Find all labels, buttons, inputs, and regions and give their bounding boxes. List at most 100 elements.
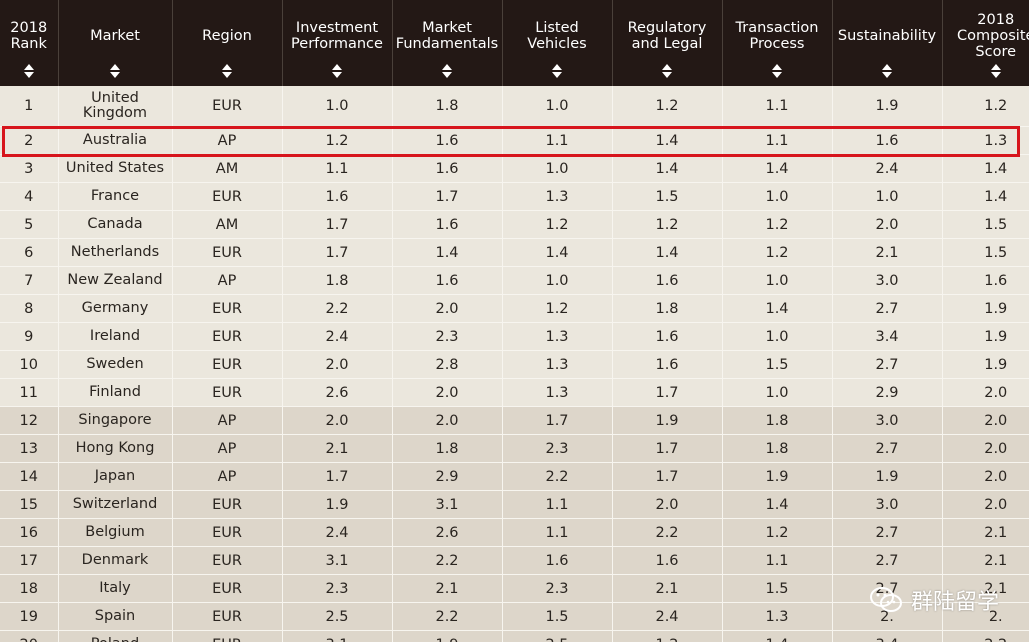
sort-icon[interactable] <box>662 64 672 78</box>
cell-composite-score: 2.1 <box>942 546 1029 575</box>
cell-market: Canada <box>58 210 173 239</box>
cell-rank: 3 <box>0 154 59 183</box>
sort-icon[interactable] <box>332 64 342 78</box>
cell-rank: 12 <box>0 406 59 435</box>
table-row: 17 Denmark EUR 3.1 2.2 1.6 1.6 1.1 2.7 2.1 <box>0 546 1029 575</box>
header-row: 2018 Rank Market Region Investment Performa… <box>0 0 1029 86</box>
cell-composite-score: 1.9 <box>942 322 1029 351</box>
cell-sustainability: 3.4 <box>832 630 943 642</box>
cell-sustainability: 2.4 <box>832 154 943 183</box>
cell-rank: 6 <box>0 238 59 267</box>
table-row: 6 Netherlands EUR 1.7 1.4 1.4 1.4 1.2 2.1 1.5 <box>0 238 1029 267</box>
cell-transaction-process: 1.1 <box>722 546 833 575</box>
cell-market-fundamentals: 2.0 <box>392 406 503 435</box>
cell-rank: 13 <box>0 434 59 463</box>
cell-investment-performance: 3.1 <box>282 630 393 642</box>
cell-market-fundamentals: 1.6 <box>392 126 503 155</box>
cell-region: EUR <box>172 322 283 351</box>
column-header-composite-score[interactable]: 2018 Composite Score <box>942 0 1029 86</box>
column-header-sustainability[interactable]: Sustainability <box>832 0 943 86</box>
cell-region: AM <box>172 154 283 183</box>
cell-region: EUR <box>172 182 283 211</box>
cell-listed-vehicles: 2.3 <box>502 574 613 603</box>
cell-composite-score: 1.3 <box>942 126 1029 155</box>
column-header-region[interactable]: Region <box>172 0 283 86</box>
cell-sustainability: 2.0 <box>832 210 943 239</box>
cell-listed-vehicles: 2.5 <box>502 630 613 642</box>
cell-region: AP <box>172 462 283 491</box>
cell-transaction-process: 1.4 <box>722 154 833 183</box>
table-row: 10 Sweden EUR 2.0 2.8 1.3 1.6 1.5 2.7 1.9 <box>0 350 1029 379</box>
cell-composite-score: 2.0 <box>942 378 1029 407</box>
cell-regulatory-and-legal: 2.2 <box>612 518 723 547</box>
cell-regulatory-and-legal: 1.7 <box>612 462 723 491</box>
cell-regulatory-and-legal: 1.2 <box>612 210 723 239</box>
column-header-transaction-process[interactable]: Transaction Process <box>722 0 833 86</box>
cell-sustainability: 3.4 <box>832 322 943 351</box>
cell-region: AP <box>172 434 283 463</box>
column-header-label: Listed Vehicles <box>527 20 587 52</box>
cell-market-fundamentals: 1.6 <box>392 154 503 183</box>
cell-sustainability: 3.0 <box>832 406 943 435</box>
cell-market: Belgium <box>58 518 173 547</box>
cell-market: Netherlands <box>58 238 173 267</box>
table-row: 15 Switzerland EUR 1.9 3.1 1.1 2.0 1.4 3.0 2.0 <box>0 490 1029 519</box>
cell-regulatory-and-legal: 1.9 <box>612 406 723 435</box>
cell-market: Germany <box>58 294 173 323</box>
cell-investment-performance: 3.1 <box>282 546 393 575</box>
column-header-label: Market <box>90 28 140 44</box>
cell-composite-score: 2.2 <box>942 630 1029 642</box>
cell-rank: 4 <box>0 182 59 211</box>
cell-listed-vehicles: 2.2 <box>502 462 613 491</box>
sort-icon[interactable] <box>23 64 34 78</box>
column-header-listed-vehicles[interactable]: Listed Vehicles <box>502 0 613 86</box>
cell-listed-vehicles: 1.7 <box>502 406 613 435</box>
cell-composite-score: 2.0 <box>942 406 1029 435</box>
cell-transaction-process: 1.5 <box>722 574 833 603</box>
sort-icon[interactable] <box>222 64 232 78</box>
cell-rank: 15 <box>0 490 59 519</box>
cell-composite-score: 1.4 <box>942 154 1029 183</box>
table-row: 11 Finland EUR 2.6 2.0 1.3 1.7 1.0 2.9 2.0 <box>0 378 1029 407</box>
cell-market-fundamentals: 1.8 <box>392 86 503 127</box>
column-header-label: Regulatory and Legal <box>627 20 707 52</box>
sort-icon[interactable] <box>772 64 782 78</box>
column-header-regulatory-and-legal[interactable]: Regulatory and Legal <box>612 0 723 86</box>
cell-listed-vehicles: 1.5 <box>502 602 613 631</box>
cell-rank: 8 <box>0 294 59 323</box>
cell-regulatory-and-legal: 2.4 <box>612 602 723 631</box>
cell-market-fundamentals: 1.6 <box>392 266 503 295</box>
table-row: 20PolandEUR3.11.92.51.21.43.42.2 <box>0 630 1029 642</box>
cell-market: Singapore <box>58 406 173 435</box>
sort-icon[interactable] <box>110 64 120 78</box>
column-header-investment-performance[interactable]: Investment Performance <box>282 0 393 86</box>
cell-transaction-process: 1.1 <box>722 86 833 127</box>
cell-composite-score: 1.9 <box>942 294 1029 323</box>
cell-market-fundamentals: 1.7 <box>392 182 503 211</box>
sort-icon[interactable] <box>442 64 452 78</box>
cell-rank: 20 <box>0 630 59 642</box>
column-header-market-fundamentals[interactable]: Market Fundamentals <box>392 0 503 86</box>
column-header-label: 2018 Composite Score <box>957 12 1029 60</box>
cell-investment-performance: 2.0 <box>282 406 393 435</box>
sort-icon[interactable] <box>882 64 892 78</box>
cell-regulatory-and-legal: 2.0 <box>612 490 723 519</box>
cell-market: New Zealand <box>58 266 173 295</box>
sort-icon[interactable] <box>990 64 1001 78</box>
cell-region: EUR <box>172 86 283 127</box>
column-header-label: Transaction Process <box>735 20 819 52</box>
sort-icon[interactable] <box>552 64 562 78</box>
cell-region: AP <box>172 406 283 435</box>
column-header-market[interactable]: Market <box>58 0 173 86</box>
cell-rank: 14 <box>0 462 59 491</box>
column-header-rank[interactable]: 2018 Rank <box>0 0 59 86</box>
cell-market: Finland <box>58 378 173 407</box>
cell-region: EUR <box>172 238 283 267</box>
cell-investment-performance: 2.4 <box>282 322 393 351</box>
cell-region: EUR <box>172 490 283 519</box>
cell-investment-performance: 2.1 <box>282 434 393 463</box>
cell-sustainability: 1.0 <box>832 182 943 211</box>
column-header-label: Investment Performance <box>291 20 383 52</box>
cell-listed-vehicles: 1.2 <box>502 210 613 239</box>
